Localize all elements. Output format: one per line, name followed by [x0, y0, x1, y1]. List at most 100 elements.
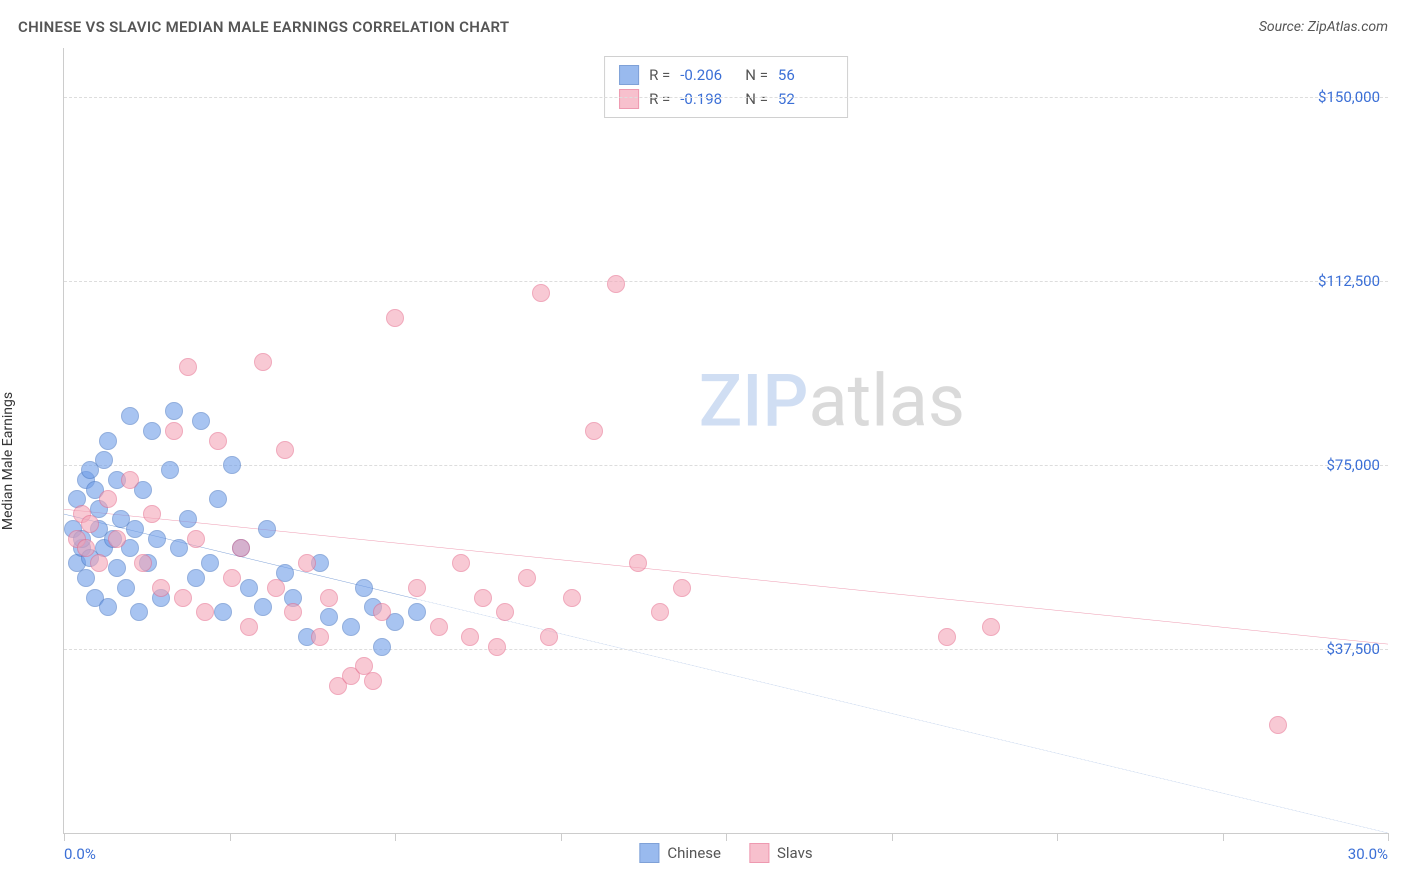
data-point: [298, 554, 316, 572]
n-value-chinese: 56: [778, 66, 833, 84]
data-point: [95, 451, 113, 469]
data-point: [355, 579, 373, 597]
legend-row-chinese: R = -0.206 N = 56: [619, 63, 833, 87]
data-point: [474, 589, 492, 607]
data-point: [99, 598, 117, 616]
data-point: [121, 407, 139, 425]
data-point: [165, 402, 183, 420]
data-point: [130, 603, 148, 621]
data-point: [121, 471, 139, 489]
data-point: [488, 638, 506, 656]
x-tick: [230, 833, 231, 841]
data-point: [408, 603, 426, 621]
data-point: [258, 520, 276, 538]
x-tick: [892, 833, 893, 841]
n-label: N =: [745, 66, 768, 84]
data-point: [161, 461, 179, 479]
data-point: [518, 569, 536, 587]
gridline: [64, 465, 1388, 466]
x-axis-min-label: 0.0%: [64, 845, 96, 863]
series-legend: Chinese Slavs: [639, 843, 812, 863]
data-point: [108, 530, 126, 548]
data-point: [223, 456, 241, 474]
legend-row-slavs: R = -0.198 N = 52: [619, 87, 833, 111]
chart-source: Source: ZipAtlas.com: [1259, 19, 1388, 35]
data-point: [209, 490, 227, 508]
trend-lines-svg: [64, 48, 1388, 833]
x-tick: [64, 833, 65, 841]
data-point: [77, 569, 95, 587]
data-point: [143, 505, 161, 523]
data-point: [90, 554, 108, 572]
x-tick: [726, 833, 727, 841]
gridline: [64, 281, 1388, 282]
data-point: [276, 441, 294, 459]
data-point: [81, 515, 99, 533]
data-point: [267, 579, 285, 597]
data-point: [386, 309, 404, 327]
swatch-slavs-icon: [749, 843, 769, 863]
swatch-chinese: [619, 65, 639, 85]
chart-title: CHINESE VS SLAVIC MEDIAN MALE EARNINGS C…: [18, 18, 509, 36]
data-point: [170, 539, 188, 557]
data-point: [320, 589, 338, 607]
data-point: [430, 618, 448, 636]
y-tick-label: $75,000: [1326, 456, 1380, 474]
data-point: [143, 422, 161, 440]
data-point: [126, 520, 144, 538]
r-value-slavs: -0.198: [680, 90, 735, 108]
legend-item-slavs: Slavs: [749, 843, 813, 863]
data-point: [99, 432, 117, 450]
r-label: R =: [649, 66, 670, 84]
data-point: [223, 569, 241, 587]
data-point: [452, 554, 470, 572]
legend-label-slavs: Slavs: [777, 844, 813, 862]
data-point: [77, 539, 95, 557]
r-label: R =: [649, 90, 670, 108]
r-value-chinese: -0.206: [680, 66, 735, 84]
data-point: [187, 530, 205, 548]
x-tick: [1388, 833, 1389, 841]
data-point: [311, 628, 329, 646]
chart-container: Median Male Earnings ZIPatlas R = -0.206…: [18, 48, 1388, 874]
legend-label-chinese: Chinese: [667, 844, 721, 862]
data-point: [99, 490, 117, 508]
data-point: [201, 554, 219, 572]
data-point: [673, 579, 691, 597]
data-point: [563, 589, 581, 607]
x-axis-max-label: 30.0%: [1348, 845, 1388, 863]
y-tick-label: $37,500: [1326, 640, 1380, 658]
gridline: [64, 649, 1388, 650]
data-point: [364, 672, 382, 690]
data-point: [284, 603, 302, 621]
gridline: [64, 97, 1388, 98]
data-point: [134, 554, 152, 572]
data-point: [108, 559, 126, 577]
n-label: N =: [745, 90, 768, 108]
x-tick: [395, 833, 396, 841]
data-point: [607, 275, 625, 293]
data-point: [585, 422, 603, 440]
y-tick-label: $112,500: [1318, 272, 1380, 290]
data-point: [117, 579, 135, 597]
data-point: [152, 579, 170, 597]
data-point: [174, 589, 192, 607]
watermark: ZIPatlas: [699, 359, 965, 444]
data-point: [240, 618, 258, 636]
data-point: [196, 603, 214, 621]
legend-item-chinese: Chinese: [639, 843, 721, 863]
y-axis-label: Median Male Earnings: [0, 392, 16, 530]
data-point: [540, 628, 558, 646]
x-tick: [561, 833, 562, 841]
data-point: [179, 358, 197, 376]
data-point: [982, 618, 1000, 636]
data-point: [408, 579, 426, 597]
data-point: [1269, 716, 1287, 734]
data-point: [320, 608, 338, 626]
trend-line-dashed: [417, 599, 1388, 833]
data-point: [148, 530, 166, 548]
data-point: [254, 353, 272, 371]
data-point: [342, 618, 360, 636]
watermark-part1: ZIP: [699, 359, 809, 444]
data-point: [629, 554, 647, 572]
